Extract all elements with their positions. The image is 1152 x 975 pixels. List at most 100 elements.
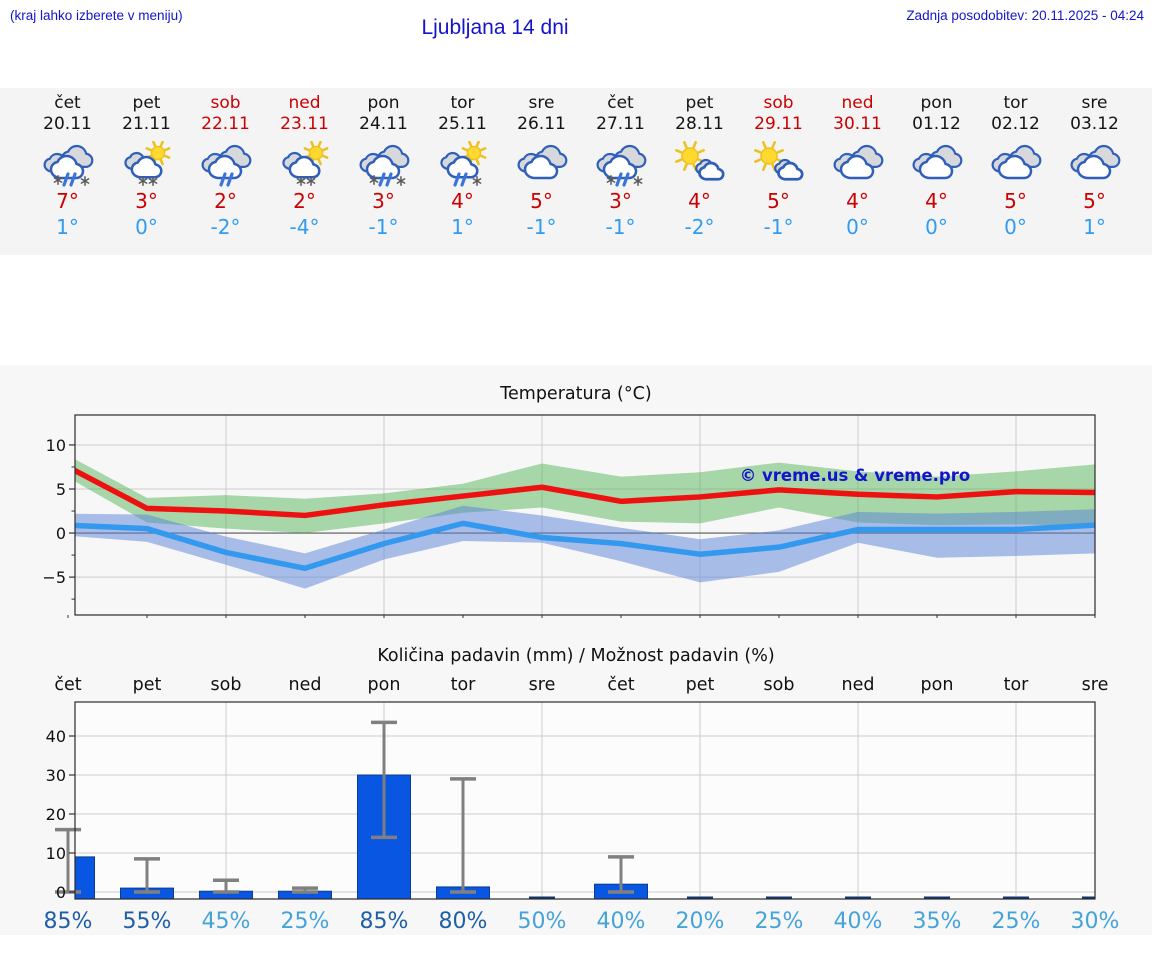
day-name: pon <box>920 93 953 113</box>
precip-day-label: sob <box>211 675 242 695</box>
forecast-day: čet 20.11 7° 1° <box>28 88 107 255</box>
snowflake <box>80 178 89 184</box>
precip-percent-label: 40% <box>834 909 883 934</box>
day-name: sob <box>763 93 794 113</box>
forecast-day: sre 26.11 5° -1° <box>502 88 581 255</box>
low-temp: 0° <box>846 215 869 239</box>
sun-ray <box>753 149 761 154</box>
y-tick-label: 10 <box>46 844 66 863</box>
precip-percent-label: 25% <box>992 909 1041 934</box>
precip-percent-label: 25% <box>281 909 330 934</box>
forecast-strip: čet 20.11 7° 1° pet 21.11 3° 0° sob 22.11 2° -2° ned… <box>0 88 1152 255</box>
day-date: 28.11 <box>675 114 724 134</box>
low-temp: 1° <box>56 215 79 239</box>
precip-percent-label: 45% <box>202 909 251 934</box>
high-temp: 4° <box>846 189 869 213</box>
high-temp: 4° <box>451 189 474 213</box>
precip-percent-label: 20% <box>676 909 725 934</box>
sun-ray <box>159 158 164 166</box>
precip-percent-label: 85% <box>44 909 93 934</box>
rain-drop <box>225 172 234 187</box>
cloud-shape <box>918 154 953 180</box>
cloud-shape <box>288 155 321 179</box>
high-temp: 3° <box>372 189 395 213</box>
precip-percent-label: 25% <box>755 909 804 934</box>
y-tick-label: −5 <box>42 568 66 587</box>
day-date: 22.11 <box>201 114 250 134</box>
cloud-shape <box>839 154 874 180</box>
sun-ray <box>761 141 767 149</box>
precip-day-label: sre <box>529 675 556 695</box>
day-name: pet <box>685 93 714 113</box>
precip-day-label: pet <box>686 675 715 695</box>
precip-day-label: pet <box>133 675 162 695</box>
rain-drop <box>459 172 468 187</box>
day-name: pon <box>367 93 400 113</box>
sun-ray <box>753 158 761 163</box>
low-temp: 0° <box>135 215 158 239</box>
rain-drop <box>452 172 461 187</box>
high-temp: 2° <box>293 189 316 213</box>
sun-shape <box>308 145 323 161</box>
sun-ray <box>776 149 784 154</box>
snowflake <box>472 178 481 184</box>
temperature-chart: © vreme.us & vreme.pro 10 5 0 −5 <box>42 414 1096 618</box>
precip-bar-zero <box>687 896 713 899</box>
low-temp: 1° <box>1083 215 1106 239</box>
precipitation-chart: čet pet sob ned pon tor sre čet pet sob ned pon tor s… <box>44 675 1120 934</box>
forecast-day: sob 29.11 5° -1° <box>739 88 818 255</box>
sun-ray <box>145 147 152 152</box>
day-name: čet <box>54 93 81 113</box>
forecast-day: sob 22.11 2° -2° <box>186 88 265 255</box>
day-name: tor <box>1003 93 1028 113</box>
weather-icon-rain <box>201 144 251 187</box>
day-date: 25.11 <box>438 114 487 134</box>
day-date: 29.11 <box>754 114 803 134</box>
forecast-day: sre 03.12 5° 1° <box>1055 88 1134 255</box>
snowflake <box>396 178 405 184</box>
precip-day-label: sre <box>1082 675 1109 695</box>
sun-ray <box>151 141 156 148</box>
day-name: pet <box>132 93 161 113</box>
forecast-day: ned 30.11 4° 0° <box>818 88 897 255</box>
high-temp: 4° <box>925 189 948 213</box>
day-name: ned <box>841 93 874 113</box>
day-date: 23.11 <box>280 114 329 134</box>
precip-day-label: pon <box>368 675 401 695</box>
low-temp: -2° <box>210 215 241 239</box>
low-temp: -1° <box>605 215 636 239</box>
rain-drop <box>218 172 227 187</box>
low-temp: 0° <box>925 215 948 239</box>
forecast-day: ned 23.11 2° -4° <box>265 88 344 255</box>
sun-ray <box>691 141 697 149</box>
day-date: 21.11 <box>122 114 171 134</box>
low-temp: -2° <box>684 215 715 239</box>
precip-bar <box>75 856 95 899</box>
y-tick-label: 0 <box>56 524 66 543</box>
snowflake <box>296 178 305 184</box>
rain-drop <box>384 172 393 187</box>
y-tick-label: 20 <box>46 805 66 824</box>
day-name: ned <box>288 93 321 113</box>
y-tick-label: 30 <box>46 766 66 785</box>
y-tick-label: 0 <box>56 883 66 902</box>
sun-ray <box>163 154 170 159</box>
rain-drop <box>614 172 623 187</box>
snowflake <box>53 177 62 183</box>
high-temp: 5° <box>767 189 790 213</box>
rain-drop <box>61 172 70 187</box>
snowflake <box>633 178 642 184</box>
day-date: 30.11 <box>833 114 882 134</box>
snowflake <box>606 177 615 183</box>
forecast-day: čet 27.11 3° -1° <box>581 88 660 255</box>
precip-percent-label: 80% <box>439 909 488 934</box>
snowflake <box>138 178 147 184</box>
precip-percent-label: 35% <box>913 909 962 934</box>
sun-ray <box>479 154 486 159</box>
sun-shape <box>680 147 699 165</box>
last-updated: Zadnja posodobitev: 20.11.2025 - 04:24 <box>906 8 1144 23</box>
temperature-chart-title: Temperatura (°C) <box>500 384 652 404</box>
high-temp: 5° <box>530 189 553 213</box>
high-temp: 5° <box>1004 189 1027 213</box>
high-temp: 4° <box>688 189 711 213</box>
